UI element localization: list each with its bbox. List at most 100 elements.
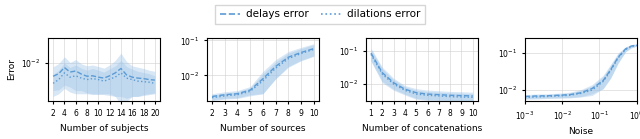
dilations error [100, 80, 108, 82]
delays error [390, 82, 397, 84]
Line: dilations error: dilations error [525, 45, 637, 97]
delays error [285, 56, 292, 58]
delays error [600, 80, 607, 81]
delays error [221, 94, 228, 96]
delays error [577, 92, 585, 94]
delays error [458, 95, 465, 96]
dilations error [140, 81, 147, 83]
dilations error [95, 79, 102, 80]
dilations error [208, 97, 216, 99]
delays error [83, 75, 91, 77]
delays error [588, 88, 596, 89]
dilations error [83, 79, 91, 80]
delays error [77, 73, 85, 75]
delays error [106, 75, 113, 77]
dilations error [66, 76, 74, 78]
delays error [272, 66, 280, 67]
dilations error [412, 93, 420, 95]
dilations error [446, 96, 454, 97]
dilations error [600, 81, 607, 82]
delays error [412, 92, 420, 94]
dilations error [390, 83, 397, 85]
dilations error [234, 94, 241, 96]
dilations error [145, 81, 153, 83]
Line: dilations error: dilations error [212, 49, 314, 98]
X-axis label: Number of subjects: Number of subjects [60, 124, 148, 133]
delays error [631, 44, 639, 46]
dilations error [259, 80, 267, 82]
Line: delays error: delays error [53, 68, 155, 80]
dilations error [111, 76, 119, 78]
dilations error [435, 95, 443, 97]
delays error [100, 77, 108, 79]
delays error [521, 96, 529, 97]
Line: delays error: delays error [371, 53, 473, 96]
delays error [378, 72, 386, 74]
delays error [208, 96, 216, 97]
dilations error [49, 83, 57, 84]
dilations error [297, 53, 305, 54]
dilations error [106, 78, 113, 80]
dilations error [627, 46, 635, 47]
dilations error [588, 89, 596, 91]
delays error [367, 52, 375, 54]
dilations error [246, 90, 254, 92]
dilations error [151, 83, 159, 84]
delays error [117, 68, 125, 69]
dilations error [607, 70, 614, 71]
dilations error [72, 75, 79, 77]
dilations error [221, 95, 228, 97]
dilations error [55, 79, 63, 80]
dilations error [566, 95, 573, 96]
delays error [310, 48, 317, 49]
delays error [151, 79, 159, 81]
delays error [145, 79, 153, 80]
delays error [614, 56, 622, 58]
dilations error [129, 79, 136, 80]
Y-axis label: Error: Error [6, 59, 15, 80]
dilations error [134, 80, 141, 82]
dilations error [532, 96, 540, 98]
delays error [95, 76, 102, 78]
dilations error [631, 45, 639, 47]
dilations error [577, 93, 585, 94]
Line: dilations error: dilations error [371, 54, 473, 97]
dilations error [285, 58, 292, 59]
delays error [72, 70, 79, 72]
X-axis label: Noise: Noise [568, 127, 593, 136]
dilations error [310, 49, 317, 50]
delays error [234, 93, 241, 95]
delays error [633, 44, 640, 46]
dilations error [543, 96, 551, 97]
delays error [622, 48, 630, 50]
delays error [566, 94, 573, 95]
Line: dilations error: dilations error [53, 73, 155, 83]
delays error [555, 95, 563, 96]
dilations error [633, 44, 640, 46]
delays error [111, 72, 119, 74]
delays error [49, 75, 57, 77]
dilations error [458, 96, 465, 98]
delays error [140, 78, 147, 79]
dilations error [614, 57, 622, 59]
dilations error [378, 73, 386, 75]
delays error [246, 89, 254, 91]
dilations error [622, 49, 630, 50]
delays error [134, 77, 141, 79]
delays error [543, 95, 551, 97]
Line: delays error: delays error [212, 49, 314, 96]
delays error [66, 71, 74, 73]
dilations error [555, 95, 563, 97]
dilations error [61, 72, 68, 74]
delays error [469, 95, 477, 97]
dilations error [401, 90, 409, 91]
Legend: delays error, dilations error: delays error, dilations error [216, 5, 424, 23]
delays error [532, 95, 540, 97]
dilations error [89, 78, 97, 79]
dilations error [272, 67, 280, 69]
delays error [55, 73, 63, 75]
X-axis label: Number of concatenations: Number of concatenations [362, 124, 482, 133]
delays error [259, 78, 267, 80]
delays error [89, 75, 97, 77]
delays error [446, 95, 454, 96]
